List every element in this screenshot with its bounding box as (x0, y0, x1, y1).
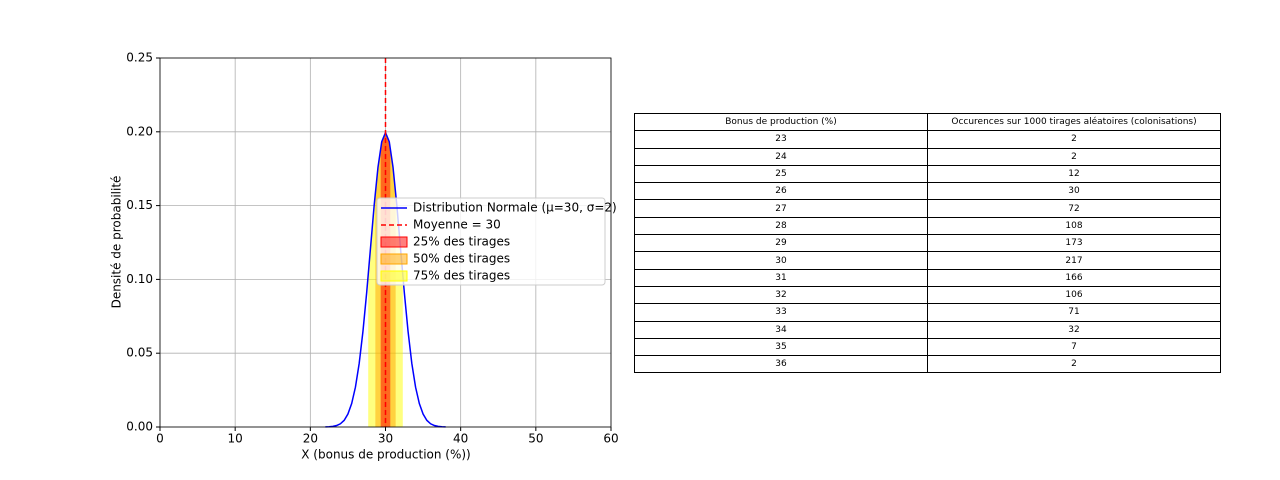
table-cell: 2 (927, 355, 1221, 374)
table-row: 27 72 (634, 199, 1221, 218)
legend-box (376, 197, 606, 286)
x-tick-label: 20 (303, 432, 318, 446)
table-row: 34 32 (634, 320, 1221, 339)
table-row: 28 108 (634, 216, 1221, 236)
table-row: 24 2 (634, 147, 1221, 166)
column-header: Bonus de production (%) (634, 112, 928, 132)
table-cell: 32 (634, 285, 928, 305)
table-cell: 28 (634, 216, 928, 236)
table-cell: 217 (927, 251, 1221, 270)
legend-label: Moyenne = 30 (413, 218, 501, 232)
x-tick-label: 60 (603, 432, 618, 446)
y-axis-label: Densité de probabilité (110, 176, 124, 309)
x-tick-label: 40 (453, 432, 468, 446)
table-cell: 24 (634, 147, 928, 166)
table-cell: 30 (634, 251, 928, 270)
y-tick-label: 0.10 (126, 272, 153, 286)
table-cell: 173 (927, 234, 1221, 253)
legend-swatch (380, 236, 408, 248)
table-row: 26 30 (634, 182, 1221, 201)
column-header: Occurences sur 1000 tirages aléatoires (… (927, 112, 1221, 132)
y-tick-label: 0.15 (126, 198, 153, 212)
legend-label: 25% des tirages (413, 235, 510, 249)
table-cell: 71 (927, 303, 1221, 322)
table-row: 23 2 (634, 130, 1221, 149)
table-row: 35 7 (634, 337, 1221, 357)
table-cell: 34 (634, 320, 928, 339)
legend-swatch (380, 270, 408, 282)
table-cell: 108 (927, 216, 1221, 236)
table-row: 36 2 (634, 355, 1221, 374)
plot-frame (159, 57, 612, 428)
x-tick-label: 30 (378, 432, 393, 446)
table-cell: 33 (634, 303, 928, 322)
table-cell: 25 (634, 164, 928, 184)
data-table: Bonus de production (%) Occurences sur 10… (634, 112, 1221, 374)
x-tick-label: 10 (228, 432, 243, 446)
table-row: 31 166 (634, 268, 1221, 287)
table-cell: 2 (927, 130, 1221, 149)
y-tick-label: 0.00 (126, 420, 153, 434)
table-cell: 35 (634, 337, 928, 357)
table-cell: 23 (634, 130, 928, 149)
x-tick-label: 50 (528, 432, 543, 446)
x-tick-label: 0 (156, 432, 164, 446)
table-cell: 2 (927, 147, 1221, 166)
table-cell: 29 (634, 234, 928, 253)
y-tick-label: 0.20 (126, 124, 153, 138)
table-row: 29 173 (634, 234, 1221, 253)
legend-swatch (380, 253, 408, 265)
table-cell: 106 (927, 285, 1221, 305)
table-cell: 12 (927, 164, 1221, 184)
table-cell: 26 (634, 182, 928, 201)
table-row: 33 71 (634, 303, 1221, 322)
legend-label: Distribution Normale (μ=30, σ=2) (413, 201, 617, 215)
table-cell: 31 (634, 268, 928, 287)
legend: Distribution Normale (μ=30, σ=2) Moyenne … (376, 197, 617, 286)
table-row: 32 106 (634, 285, 1221, 305)
x-axis-label: X (bonus de production (%)) (301, 448, 470, 462)
table-cell: 32 (927, 320, 1221, 339)
table-row: 25 12 (634, 164, 1221, 184)
legend-label: 75% des tirages (413, 269, 510, 283)
header-row: Bonus de production (%) Occurences sur 10… (634, 112, 1221, 132)
y-tick-label: 0.25 (126, 51, 153, 65)
y-tick-label: 0.05 (126, 346, 153, 360)
legend-label: 50% des tirages (413, 252, 510, 266)
table-cell: 30 (927, 182, 1221, 201)
table-cell: 166 (927, 268, 1221, 287)
table-cell: 27 (634, 199, 928, 218)
table-cell: 7 (927, 337, 1221, 357)
table-row: 30 217 (634, 251, 1221, 270)
table-cell: 72 (927, 199, 1221, 218)
table-cell: 36 (634, 355, 928, 374)
